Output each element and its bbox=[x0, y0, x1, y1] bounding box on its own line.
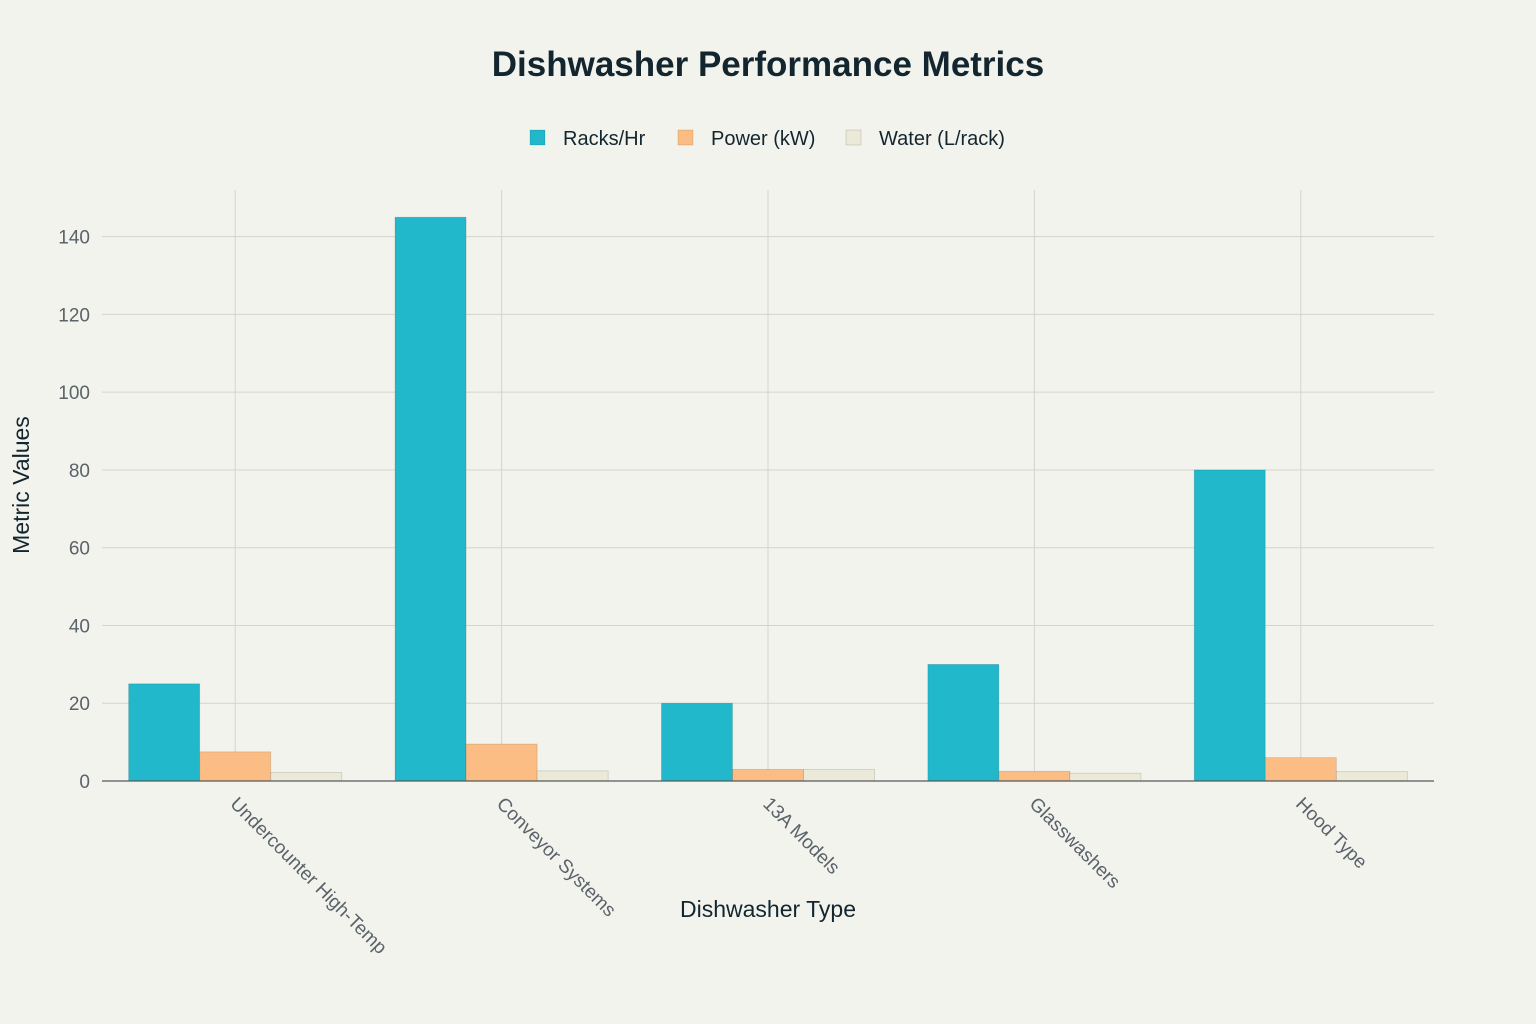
bar bbox=[998, 770, 1071, 782]
chart-title: Dishwasher Performance Metrics bbox=[492, 45, 1044, 84]
y-tick-label: 100 bbox=[58, 383, 90, 404]
y-tick-label: 120 bbox=[58, 305, 90, 326]
bar bbox=[394, 216, 467, 782]
x-axis-title: Dishwasher Type bbox=[680, 896, 856, 922]
y-tick-label: 140 bbox=[58, 228, 90, 249]
bar bbox=[465, 743, 538, 782]
y-axis-ticks: 0 20 40 60 80 100 120 140 bbox=[58, 228, 90, 793]
bar bbox=[1264, 757, 1337, 782]
y-tick-label: 20 bbox=[69, 694, 90, 715]
bar bbox=[270, 772, 343, 782]
y-tick-label: 80 bbox=[69, 461, 90, 482]
bar bbox=[199, 751, 272, 782]
bar bbox=[803, 768, 875, 782]
bar bbox=[536, 770, 609, 782]
bars bbox=[128, 216, 1408, 782]
bar bbox=[1069, 772, 1142, 782]
grid bbox=[102, 190, 1434, 781]
y-tick-label: 0 bbox=[79, 772, 90, 793]
bar bbox=[927, 663, 1000, 782]
legend-swatch bbox=[845, 129, 862, 146]
legend-label: Power (kW) bbox=[711, 128, 815, 150]
legend-swatch bbox=[529, 129, 546, 146]
bar bbox=[732, 768, 804, 782]
bar bbox=[1335, 771, 1408, 782]
legend-swatch bbox=[677, 129, 694, 146]
bar bbox=[128, 683, 201, 782]
y-tick-label: 60 bbox=[69, 539, 90, 560]
legend-label: Water (L/rack) bbox=[879, 128, 1005, 150]
y-tick-label: 40 bbox=[69, 616, 90, 637]
y-axis-title: Metric Values bbox=[8, 416, 34, 554]
bar bbox=[1193, 469, 1266, 782]
bar bbox=[661, 702, 733, 782]
legend-label: Racks/Hr bbox=[563, 128, 646, 150]
legend: Racks/Hr Power (kW) Water (L/rack) bbox=[529, 128, 1005, 150]
